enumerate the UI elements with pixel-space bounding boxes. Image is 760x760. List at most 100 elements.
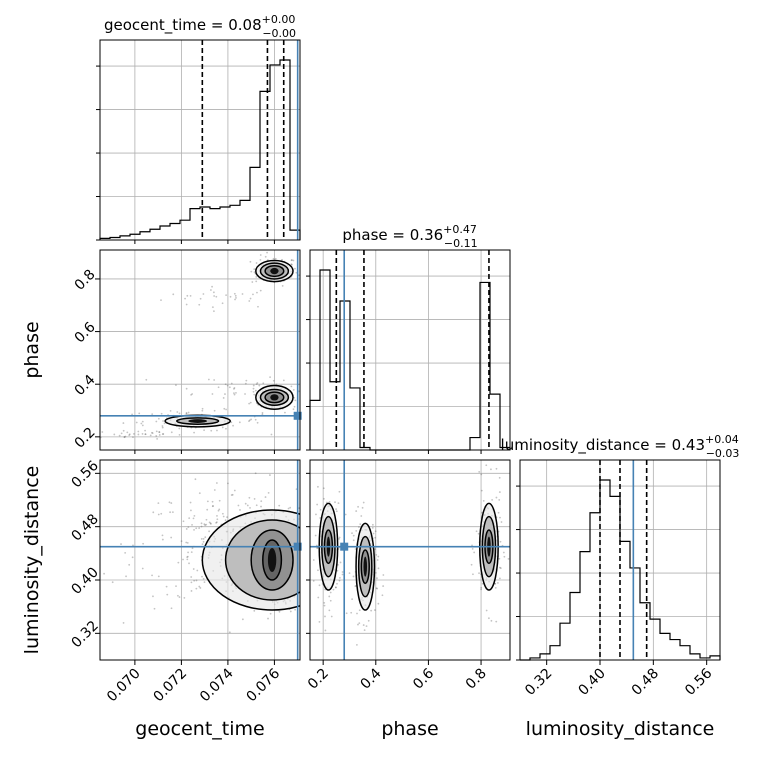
sample-point (272, 257, 275, 260)
sample-point (314, 592, 316, 594)
sample-point (178, 433, 181, 436)
sample-point (312, 579, 315, 582)
sample-point (141, 420, 144, 423)
x-tick-label: 0.072 (151, 666, 191, 706)
sample-point (289, 610, 292, 613)
sample-point (228, 386, 231, 389)
hist-panel-luminosity_distance (516, 460, 721, 661)
sample-point (316, 547, 319, 550)
sample-point (487, 617, 490, 620)
sample-point (370, 609, 373, 612)
title-minus: −0.11 (444, 237, 478, 250)
sample-point (123, 436, 126, 439)
sample-point (140, 422, 143, 425)
sample-point (201, 575, 203, 578)
title-luminosity_distance: luminosity_distance = 0.43+0.04 −0.03 (501, 433, 740, 460)
sample-point (294, 267, 296, 270)
sample-point (198, 527, 201, 529)
sample-point (215, 522, 218, 524)
sample-point (304, 555, 306, 557)
sample-point (170, 607, 173, 610)
sample-point (475, 530, 478, 533)
sample-point (158, 431, 161, 433)
sample-point (224, 393, 226, 395)
sample-point (188, 517, 191, 519)
panel-border (99, 39, 301, 241)
sample-point (162, 433, 165, 435)
sample-point (494, 586, 497, 589)
sample-point (259, 258, 262, 261)
sample-point (221, 512, 224, 515)
sample-point (182, 558, 184, 561)
sample-point (202, 293, 205, 295)
title-minus: −0.00 (262, 27, 296, 40)
sample-point (348, 564, 350, 566)
sample-point (257, 305, 259, 308)
sample-point (252, 387, 255, 390)
sample-point (303, 546, 305, 548)
sample-point (294, 608, 297, 611)
sample-point (215, 482, 218, 484)
sample-point (358, 526, 360, 528)
sample-point (498, 557, 501, 560)
sample-point (230, 494, 233, 496)
sample-point (124, 435, 127, 438)
sample-point (189, 294, 192, 297)
sample-point (160, 512, 163, 515)
sample-point (308, 535, 310, 537)
sample-point (371, 526, 374, 529)
x-tick-label: 0.074 (197, 665, 237, 705)
sample-point (203, 429, 205, 432)
sample-point (376, 559, 379, 561)
sample-point (351, 532, 353, 535)
sample-point (200, 538, 203, 540)
sample-point (198, 585, 201, 588)
sample-point (201, 543, 204, 546)
sample-point (313, 538, 315, 540)
x-tick-label: 0.4 (358, 665, 385, 692)
sample-point (153, 607, 156, 610)
sample-point (186, 558, 189, 561)
sample-point (292, 259, 295, 262)
sample-point (175, 384, 177, 387)
sample-point (376, 587, 378, 590)
sample-point (361, 506, 364, 509)
sample-point (211, 393, 214, 395)
sample-point (210, 522, 212, 525)
sample-point (120, 543, 122, 545)
sample-point (348, 572, 351, 575)
sample-point (170, 502, 173, 504)
sample-point (499, 516, 501, 519)
truth-marker (340, 542, 349, 551)
sample-point (248, 420, 250, 422)
y-tick-label: 0.4 (72, 372, 99, 399)
x-tick-label: 0.48 (629, 666, 662, 699)
sample-point (185, 412, 188, 415)
sample-point (499, 577, 501, 580)
sample-point (318, 584, 321, 587)
sample-point (251, 281, 254, 283)
sample-point (293, 405, 296, 408)
sample-point (359, 523, 362, 526)
sample-point (155, 430, 158, 433)
sample-point (307, 506, 309, 508)
sample-point (336, 569, 339, 572)
sample-point (233, 393, 236, 396)
sample-point (256, 382, 259, 384)
sample-point (338, 579, 341, 582)
sample-point (176, 411, 179, 413)
panel-luminosity_distance_vs_geocent_time (100, 460, 350, 660)
sample-point (358, 609, 361, 612)
sample-point (233, 387, 236, 389)
sample-point (225, 427, 227, 430)
sample-point (187, 551, 189, 554)
sample-point (184, 297, 186, 300)
sample-point (267, 491, 270, 494)
sample-point (157, 417, 160, 420)
sample-point (477, 532, 480, 535)
sample-point (305, 532, 307, 534)
sample-point (480, 489, 483, 492)
sample-point (169, 511, 172, 514)
sample-point (338, 576, 341, 579)
sample-point (314, 534, 317, 537)
